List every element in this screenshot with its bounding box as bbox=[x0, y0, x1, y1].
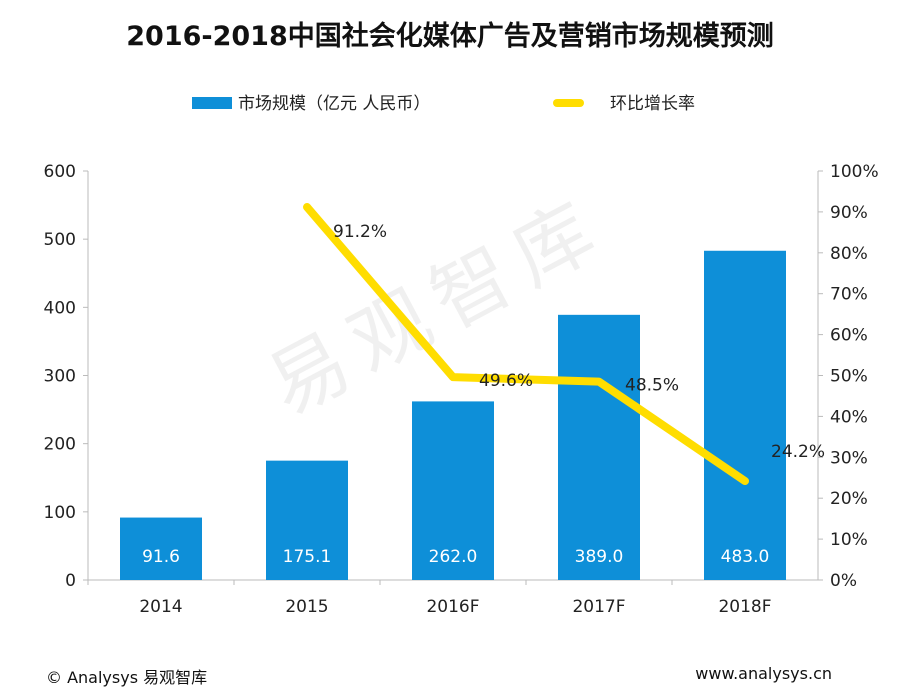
right-tick-label: 80% bbox=[830, 244, 868, 264]
right-tick-label: 10% bbox=[830, 530, 868, 550]
right-tick-label: 90% bbox=[830, 203, 868, 223]
x-tick-label: 2017F bbox=[572, 597, 625, 617]
left-tick-label: 600 bbox=[44, 162, 76, 182]
bar-value-label: 483.0 bbox=[721, 547, 770, 567]
left-tick-label: 0 bbox=[65, 571, 76, 591]
growth-point-2017F bbox=[598, 380, 600, 383]
growth-value-label: 24.2% bbox=[771, 442, 825, 462]
left-tick-label: 200 bbox=[44, 435, 76, 455]
right-tick-label: 60% bbox=[830, 326, 868, 346]
growth-point-2018F bbox=[744, 480, 746, 483]
legend-bar-swatch bbox=[192, 97, 232, 109]
x-tick-label: 2016F bbox=[426, 597, 479, 617]
growth-value-label: 49.6% bbox=[479, 371, 533, 391]
bar-2015 bbox=[266, 460, 348, 580]
footer-url: www.analysys.cn bbox=[695, 664, 832, 683]
chart-title: 2016-2018中国社会化媒体广告及营销市场规模预测 bbox=[126, 21, 774, 52]
legend-bar-label: 市场规模（亿元 人民币） bbox=[238, 94, 430, 114]
right-tick-label: 70% bbox=[830, 285, 868, 305]
x-tick-label: 2014 bbox=[139, 597, 182, 617]
bar-2014 bbox=[120, 517, 202, 580]
bar-2017F bbox=[558, 314, 640, 580]
growth-point-2016F bbox=[452, 376, 454, 379]
bar-2018F bbox=[704, 250, 786, 580]
bar-value-label: 175.1 bbox=[283, 547, 332, 567]
right-tick-label: 20% bbox=[830, 489, 868, 509]
left-tick-label: 100 bbox=[44, 503, 76, 523]
x-tick-label: 2018F bbox=[718, 597, 771, 617]
growth-point-2015 bbox=[306, 205, 308, 208]
growth-rate-line bbox=[303, 202, 749, 486]
legend-line-label: 环比增长率 bbox=[610, 94, 695, 114]
growth-value-label: 48.5% bbox=[625, 376, 679, 396]
bar-value-label: 389.0 bbox=[575, 547, 624, 567]
right-tick-label: 30% bbox=[830, 448, 868, 468]
right-tick-label: 50% bbox=[830, 367, 868, 387]
bar-value-label: 91.6 bbox=[142, 547, 180, 567]
right-tick-label: 0% bbox=[830, 571, 857, 591]
left-tick-label: 500 bbox=[44, 230, 76, 250]
footer-copyright: © Analysys 易观智库 bbox=[46, 668, 208, 687]
left-tick-label: 300 bbox=[44, 367, 76, 387]
growth-value-label: 91.2% bbox=[333, 222, 387, 242]
bar-value-label: 262.0 bbox=[429, 547, 478, 567]
right-tick-label: 100% bbox=[830, 162, 879, 182]
x-tick-label: 2015 bbox=[285, 597, 328, 617]
bar-2016F bbox=[412, 401, 494, 580]
left-tick-label: 400 bbox=[44, 298, 76, 318]
right-tick-label: 40% bbox=[830, 407, 868, 427]
